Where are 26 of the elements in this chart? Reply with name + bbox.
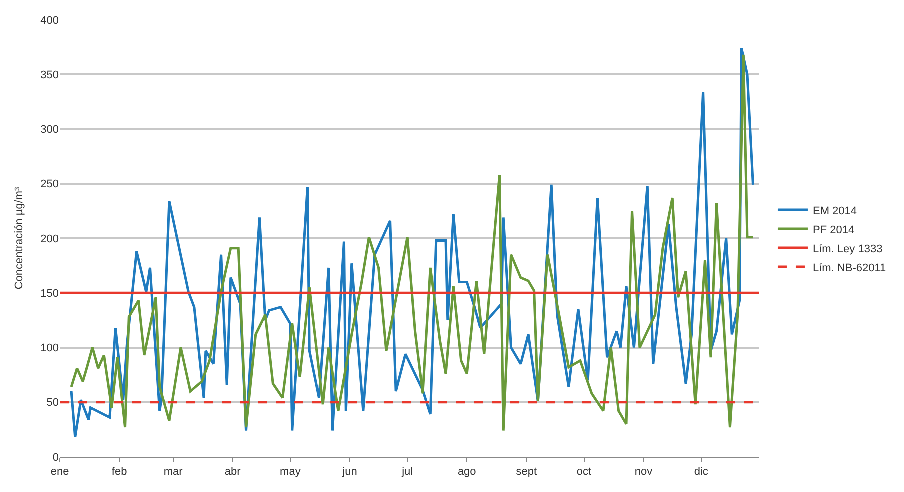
x-tick-label: nov [634,466,654,478]
x-tick-label: feb [112,466,128,478]
y-axis-title: Concentración µg/m³ [13,187,26,290]
y-tick-label: 150 [40,288,59,300]
x-tick-label: dic [694,466,709,478]
x-tick-label: ago [458,466,476,478]
legend-label: EM 2014 [812,205,858,218]
y-tick-label: 200 [40,233,59,246]
x-tick-label: sept [516,466,538,478]
x-tick-label: mar [164,466,184,478]
y-tick-label: 100 [40,342,59,355]
x-tick-label: jul [401,466,414,478]
y-tick-label: 250 [40,178,59,191]
y-tick-label: 0 [52,452,59,464]
x-tick-label: oct [576,466,592,478]
y-tick-label: 350 [40,69,59,82]
y-tick-label: 50 [46,397,59,410]
legend-label: Lím. Ley 1333 [812,243,883,256]
x-tick-label: ene [50,466,70,478]
x-tick-label: may [280,466,302,478]
x-tick-label: abr [224,466,242,478]
x-tick-label: jun [342,466,358,478]
legend-label: PF 2014 [812,224,855,236]
legend-label: Lím. NB-62011 [812,262,886,274]
y-tick-label: 300 [40,124,59,136]
y-tick-label: 400 [40,14,59,27]
